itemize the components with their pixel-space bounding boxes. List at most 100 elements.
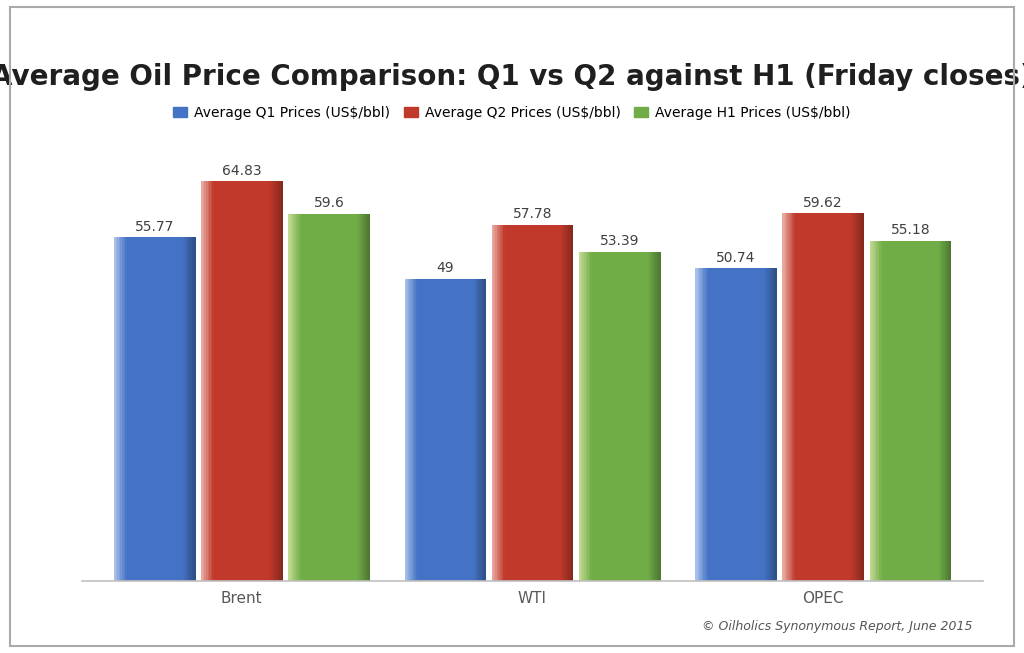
- Bar: [857, 214, 859, 581]
- Bar: [289, 214, 290, 581]
- Bar: [658, 252, 660, 581]
- Bar: [500, 225, 502, 581]
- Bar: [237, 182, 239, 581]
- Bar: [784, 214, 786, 581]
- Bar: [260, 182, 261, 581]
- Bar: [171, 237, 173, 581]
- Bar: [591, 252, 592, 581]
- Bar: [293, 214, 295, 581]
- Bar: [494, 225, 496, 581]
- Bar: [715, 268, 717, 581]
- Bar: [581, 252, 583, 581]
- Bar: [138, 237, 140, 581]
- Bar: [451, 279, 452, 581]
- Bar: [432, 279, 434, 581]
- Bar: [187, 237, 189, 581]
- Bar: [773, 268, 775, 581]
- Bar: [280, 182, 282, 581]
- Bar: [355, 214, 357, 581]
- Bar: [146, 237, 148, 581]
- Bar: [230, 182, 232, 581]
- Bar: [860, 214, 862, 581]
- Bar: [325, 214, 326, 581]
- Bar: [244, 182, 246, 581]
- Bar: [919, 241, 921, 581]
- Bar: [600, 252, 602, 581]
- Bar: [308, 214, 309, 581]
- Text: © Oilholics Synonymous Report, June 2015: © Oilholics Synonymous Report, June 2015: [702, 620, 973, 633]
- Bar: [471, 279, 473, 581]
- Bar: [754, 268, 756, 581]
- Bar: [627, 252, 628, 581]
- Bar: [460, 279, 462, 581]
- Bar: [233, 182, 236, 581]
- Bar: [598, 252, 600, 581]
- Bar: [463, 279, 465, 581]
- Bar: [639, 252, 641, 581]
- Bar: [205, 182, 206, 581]
- Bar: [365, 214, 367, 581]
- Bar: [550, 225, 552, 581]
- Bar: [940, 241, 942, 581]
- Bar: [141, 237, 143, 581]
- Bar: [263, 182, 265, 581]
- Bar: [721, 268, 723, 581]
- Bar: [761, 268, 762, 581]
- Bar: [740, 268, 742, 581]
- Bar: [703, 268, 706, 581]
- Bar: [826, 214, 828, 581]
- Bar: [467, 279, 468, 581]
- Bar: [248, 182, 250, 581]
- Bar: [549, 225, 551, 581]
- Bar: [856, 214, 858, 581]
- Bar: [737, 268, 739, 581]
- Bar: [526, 225, 528, 581]
- Bar: [736, 268, 738, 581]
- Bar: [654, 252, 655, 581]
- Bar: [135, 237, 137, 581]
- Bar: [717, 268, 719, 581]
- Bar: [172, 237, 174, 581]
- Bar: [367, 214, 369, 581]
- Bar: [314, 214, 316, 581]
- Bar: [298, 214, 300, 581]
- Bar: [455, 279, 457, 581]
- Bar: [468, 279, 470, 581]
- Bar: [213, 182, 214, 581]
- Bar: [695, 268, 697, 581]
- Bar: [211, 182, 213, 581]
- Bar: [823, 214, 825, 581]
- Bar: [217, 182, 219, 581]
- Bar: [530, 225, 532, 581]
- Bar: [642, 252, 644, 581]
- Bar: [787, 214, 790, 581]
- Bar: [804, 214, 806, 581]
- Bar: [411, 279, 413, 581]
- Bar: [718, 268, 720, 581]
- Bar: [522, 225, 524, 581]
- Bar: [641, 252, 643, 581]
- Bar: [353, 214, 355, 581]
- Bar: [731, 268, 733, 581]
- Bar: [440, 279, 442, 581]
- Bar: [410, 279, 412, 581]
- Bar: [631, 252, 633, 581]
- Bar: [317, 214, 319, 581]
- Bar: [904, 241, 906, 581]
- Bar: [782, 214, 785, 581]
- Bar: [907, 241, 909, 581]
- Bar: [521, 225, 523, 581]
- Bar: [446, 279, 449, 581]
- Bar: [358, 214, 360, 581]
- Bar: [933, 241, 935, 581]
- Bar: [922, 241, 924, 581]
- Bar: [767, 268, 769, 581]
- Bar: [579, 252, 581, 581]
- Bar: [344, 214, 345, 581]
- Bar: [636, 252, 638, 581]
- Bar: [182, 237, 184, 581]
- Bar: [657, 252, 659, 581]
- Bar: [292, 214, 294, 581]
- Bar: [655, 252, 657, 581]
- Bar: [845, 214, 846, 581]
